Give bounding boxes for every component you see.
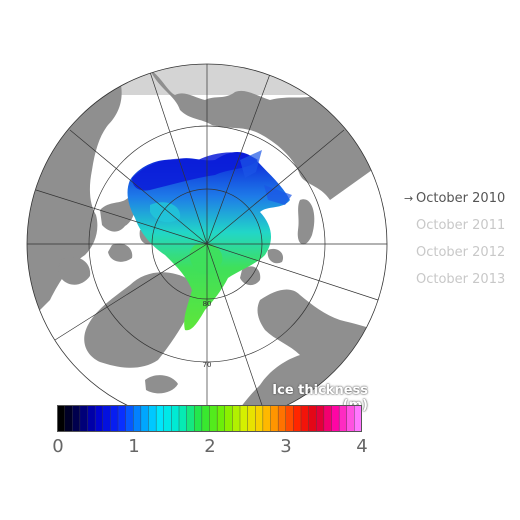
tick-label: 1 [128, 436, 140, 457]
colorbar-cell [178, 405, 188, 432]
colorbar-cell [72, 405, 81, 432]
land-svalbard [240, 248, 284, 286]
colorbar-cell [117, 405, 127, 432]
colorbar-cell [255, 405, 264, 432]
colorbar-cell [64, 405, 73, 432]
timeline-label: October 2013 [416, 272, 506, 287]
land-eurasia [27, 64, 387, 200]
colorbar-cell [216, 405, 226, 432]
colorbar-cell [194, 405, 203, 432]
timeline-item-2010[interactable]: → October 2010 [404, 190, 505, 217]
land-novaya-zemlya [297, 199, 315, 245]
colorbar-cell [57, 405, 66, 432]
colorbar-cell [293, 405, 302, 432]
colorbar-cell [102, 405, 111, 432]
colorbar-cell [163, 405, 172, 432]
colorbar-cell [316, 405, 325, 432]
colorbar-cell [155, 405, 165, 432]
timeline-list: → October 2010 October 2011 October 2012 … [404, 190, 505, 298]
colorbar-cell [125, 405, 134, 432]
colorbar-cell [354, 405, 362, 432]
colorbar-cell [308, 405, 317, 432]
tick-label: 2 [204, 436, 216, 457]
colorbar-cell [338, 405, 348, 432]
colorbar-cell [110, 405, 119, 432]
colorbar-cell [277, 405, 287, 432]
colorbar-cell [171, 405, 180, 432]
colorbar-cell [209, 405, 218, 432]
colorbar-cell [285, 405, 294, 432]
colorbar-cell [79, 405, 88, 432]
tick-label: 0 [52, 436, 64, 457]
land-iceland [145, 375, 178, 394]
land-greenland [84, 272, 196, 368]
timeline-label: October 2010 [416, 191, 506, 206]
ice-thickness-field [127, 150, 292, 331]
tick-label: 4 [356, 436, 368, 457]
colorbar-cell [148, 405, 157, 432]
timeline-item-2012[interactable]: October 2012 [404, 244, 505, 271]
timeline-item-2011[interactable]: October 2011 [404, 217, 505, 244]
colorbar-cell [186, 405, 195, 432]
colorbar-cell [300, 405, 310, 432]
colorbar-cell [262, 405, 272, 432]
colorbar-cell [270, 405, 279, 432]
lat-label-70: 70 [203, 361, 212, 369]
colorbar-cell [239, 405, 249, 432]
colorbar-cell [331, 405, 340, 432]
colorbar-cell [346, 405, 355, 432]
colorbar-cell [140, 405, 149, 432]
colorbar-cell [201, 405, 211, 432]
tick-label: 3 [280, 436, 292, 457]
colorbar-cell [224, 405, 233, 432]
timeline-item-2013[interactable]: October 2013 [404, 271, 505, 298]
arrow-right-icon: → [404, 192, 414, 205]
colorbar-cell [87, 405, 96, 432]
colorbar-cell [247, 405, 256, 432]
colorbar-cell [232, 405, 241, 432]
colorbar [57, 405, 362, 432]
colorbar-cell [323, 405, 333, 432]
timeline-label: October 2012 [416, 245, 506, 260]
graticule [27, 64, 387, 424]
colorbar-cell [94, 405, 104, 432]
timeline-label: October 2011 [416, 218, 506, 233]
colorbar-cell [133, 405, 142, 432]
lat-label-80: 80 [203, 300, 212, 308]
